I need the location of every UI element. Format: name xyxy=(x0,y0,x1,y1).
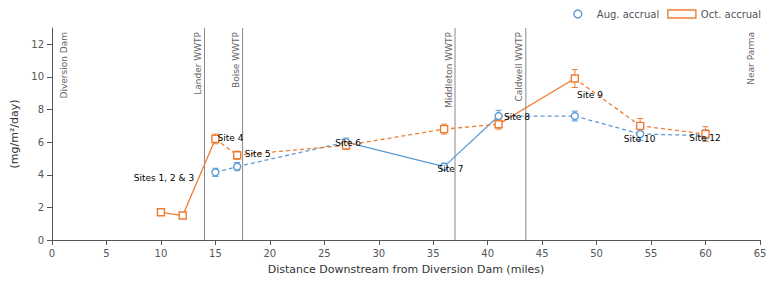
svg-text:Oct. accrual: Oct. accrual xyxy=(701,9,761,20)
svg-text:Site 12: Site 12 xyxy=(689,133,721,143)
svg-text:Near Parma: Near Parma xyxy=(746,32,756,85)
svg-text:65: 65 xyxy=(754,248,767,259)
svg-text:Sites 1, 2 & 3: Sites 1, 2 & 3 xyxy=(134,173,194,183)
svg-text:Site 4: Site 4 xyxy=(218,133,244,143)
svg-text:8: 8 xyxy=(38,104,44,115)
svg-text:Distance Downstream from Diver: Distance Downstream from Diversion Dam (… xyxy=(268,263,545,276)
svg-text:(mg/m²/day): (mg/m²/day) xyxy=(8,99,21,168)
svg-text:Diversion Dam: Diversion Dam xyxy=(59,32,69,98)
svg-text:Site 9: Site 9 xyxy=(577,90,603,100)
svg-text:45: 45 xyxy=(536,248,549,259)
svg-text:10: 10 xyxy=(31,71,44,82)
svg-text:10: 10 xyxy=(155,248,168,259)
svg-text:Lander WWTP: Lander WWTP xyxy=(193,31,203,94)
svg-text:25: 25 xyxy=(318,248,331,259)
svg-text:Site 8: Site 8 xyxy=(504,112,530,122)
svg-text:Site 10: Site 10 xyxy=(624,134,656,144)
svg-text:Site 5: Site 5 xyxy=(245,149,271,159)
svg-text:20: 20 xyxy=(263,248,276,259)
svg-text:4: 4 xyxy=(38,169,44,180)
svg-text:35: 35 xyxy=(427,248,440,259)
svg-text:40: 40 xyxy=(481,248,494,259)
svg-text:Caldwell WWTP: Caldwell WWTP xyxy=(514,31,524,101)
svg-text:55: 55 xyxy=(645,248,658,259)
svg-text:Aug. accrual: Aug. accrual xyxy=(597,9,659,20)
svg-text:Boise WWTP: Boise WWTP xyxy=(231,31,241,88)
svg-text:2: 2 xyxy=(38,202,44,213)
svg-text:15: 15 xyxy=(209,248,222,259)
svg-text:0: 0 xyxy=(49,248,55,259)
svg-text:5: 5 xyxy=(103,248,109,259)
svg-text:Site 6: Site 6 xyxy=(335,138,361,148)
svg-text:6: 6 xyxy=(38,137,44,148)
svg-text:60: 60 xyxy=(699,248,712,259)
svg-text:50: 50 xyxy=(590,248,603,259)
svg-text:30: 30 xyxy=(372,248,385,259)
svg-text:0: 0 xyxy=(38,235,44,246)
svg-text:Site 7: Site 7 xyxy=(438,164,464,174)
svg-text:12: 12 xyxy=(31,39,44,50)
svg-text:Middleton WWTP: Middleton WWTP xyxy=(444,31,454,108)
